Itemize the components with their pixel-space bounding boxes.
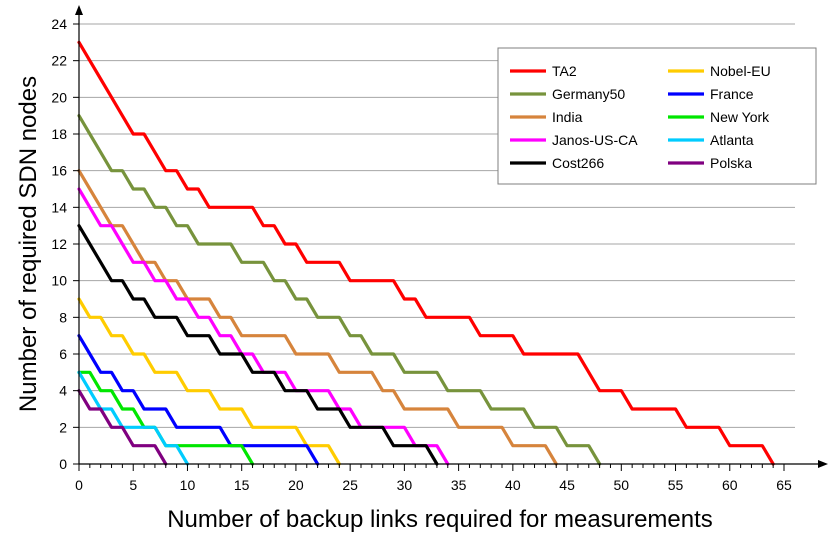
x-tick-label: 5 [129,477,137,493]
y-tick-label: 14 [51,199,67,215]
y-axis-label: Number of required SDN nodes [15,76,42,412]
x-tick-label: 45 [559,477,575,493]
x-axis-label: Number of backup links required for meas… [167,506,713,533]
legend-item: Polska [668,155,752,171]
series-line-ta2 [77,40,775,466]
y-tick-label: 4 [59,383,67,399]
y-tick-label: 6 [59,346,67,362]
series-line-polska [77,389,168,466]
legend-item: Germany50 [510,86,625,102]
y-tick-label: 0 [59,456,67,472]
x-tick-label: 0 [75,477,83,493]
legend-label: New York [710,109,770,125]
x-tick-label: 55 [668,477,684,493]
legend-item: TA2 [510,63,577,79]
x-tick-label: 35 [451,477,467,493]
legend-label: TA2 [552,63,577,79]
series-line-cost266 [77,224,439,466]
x-tick-label: 15 [234,477,250,493]
x-tick-label: 10 [180,477,196,493]
y-tick-label: 22 [51,53,67,69]
legend-item: India [510,109,583,125]
legend: TA2 Germany50 India Janos-US-CA Cost266 Nobel… [497,47,817,185]
legend-label: Germany50 [552,86,625,102]
x-tick-label: 30 [397,477,413,493]
x-tick-label: 60 [722,477,738,493]
x-tick-label: 20 [288,477,304,493]
y-tick-label: 10 [51,273,67,289]
axes [75,5,828,468]
y-tick-label: 16 [51,163,67,179]
x-tick-label: 25 [342,477,358,493]
legend-item: Cost266 [510,155,604,171]
legend-label: France [710,86,754,102]
legend-item: France [668,86,754,102]
legend-label: Atlanta [710,132,754,148]
series-layer [77,40,775,466]
legend-item: Janos-US-CA [510,132,638,148]
x-tick-label: 50 [614,477,630,493]
y-tick-label: 8 [59,309,67,325]
series-line-atlanta [77,370,190,466]
y-axis-arrow-icon [75,5,83,15]
x-ticks: 0 5 10 15 20 25 30 35 40 45 50 55 60 65 [75,464,792,493]
legend-label: Polska [710,155,752,171]
legend-label: Nobel-EU [710,63,771,79]
series-line-janos-us-ca [77,187,450,466]
y-tick-label: 12 [51,236,67,252]
legend-item: Nobel-EU [668,63,771,79]
legend-item: Atlanta [668,132,754,148]
legend-item: New York [668,109,770,125]
legend-label: India [552,109,583,125]
y-tick-label: 24 [51,16,67,32]
series-line-india [77,169,558,466]
series-line-germany50 [77,114,602,466]
x-axis-arrow-icon [818,460,828,468]
y-tick-label: 20 [51,89,67,105]
series-line-france [77,334,320,466]
x-tick-label: 40 [505,477,521,493]
y-tick-label: 18 [51,126,67,142]
legend-label: Janos-US-CA [552,132,638,148]
series-line-nobel-eu [77,297,341,466]
legend-box [497,47,817,185]
y-tick-label: 2 [59,419,67,435]
x-tick-label: 65 [776,477,792,493]
legend-label: Cost266 [552,155,604,171]
